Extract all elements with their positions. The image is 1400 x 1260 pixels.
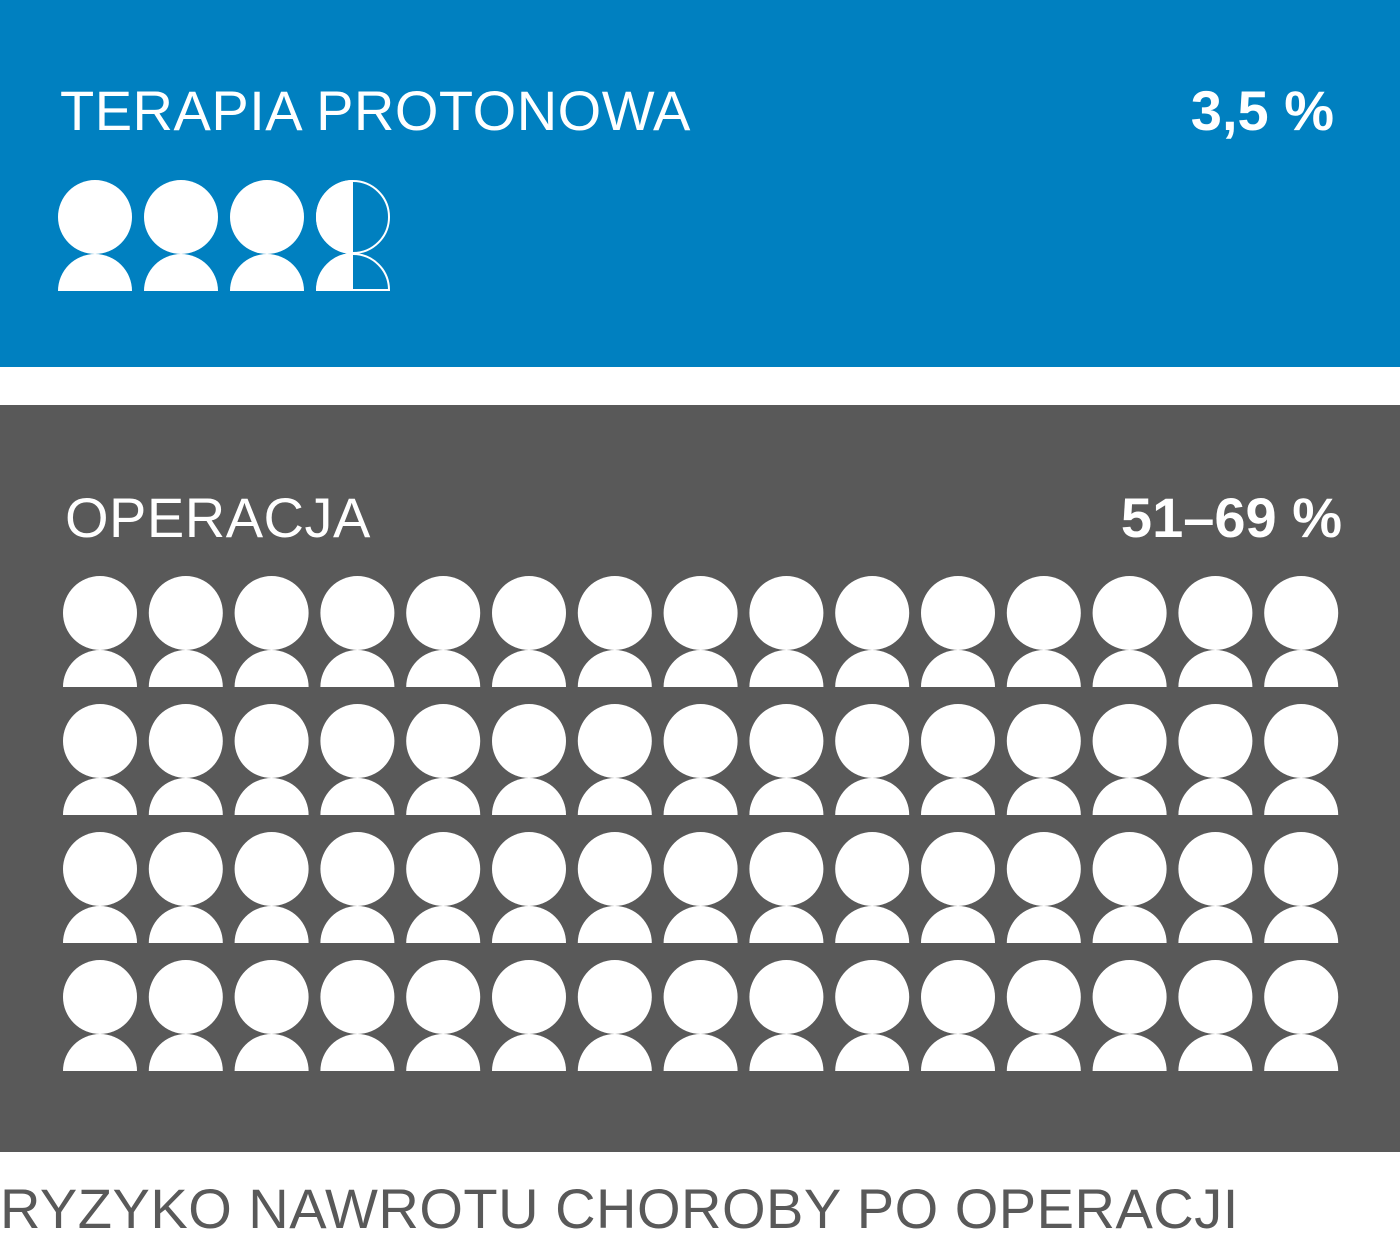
surgery-person-icon-26	[1006, 704, 1081, 815]
surgery-person-icon-52	[663, 960, 738, 1071]
surgery-person-icon-27	[1092, 704, 1167, 815]
surgery-person-icon-33	[320, 832, 395, 943]
surgery-person-icon-28	[1178, 704, 1253, 815]
surgery-person-icon-46	[148, 960, 223, 1071]
surgery-label: OPERACJA	[65, 486, 371, 549]
proton-therapy-panel: TERAPIA PROTONOWA 3,5 %	[0, 0, 1400, 367]
surgery-person-icon-3	[320, 576, 395, 687]
surgery-person-icon-7	[663, 576, 738, 687]
surgery-person-icon-25	[921, 704, 995, 815]
surgery-person-icon-11	[1006, 576, 1081, 687]
surgery-person-icon-29	[1264, 704, 1339, 815]
surgery-person-icon-32	[234, 832, 309, 943]
surgery-person-icon-23	[749, 704, 824, 815]
proton-therapy-label: TERAPIA PROTONOWA	[60, 79, 691, 142]
surgery-person-icon-17	[234, 704, 309, 815]
surgery-person-icon-15	[63, 704, 137, 815]
surgery-person-icon-31	[148, 832, 223, 943]
surgery-person-icon-48	[320, 960, 395, 1071]
surgery-person-icon-38	[749, 832, 824, 943]
surgery-person-icon-1	[148, 576, 223, 687]
surgery-person-icon-44	[1264, 832, 1339, 943]
proton-therapy-value: 3,5 %	[1190, 79, 1334, 142]
surgery-person-icon-21	[577, 704, 652, 815]
surgery-person-icon-49	[406, 960, 481, 1071]
surgery-panel: OPERACJA 51–69 %	[0, 405, 1400, 1152]
proton-person-icon-0	[58, 180, 132, 291]
surgery-person-icon-50	[492, 960, 566, 1071]
surgery-person-icon-24	[835, 704, 910, 815]
surgery-person-icon-57	[1092, 960, 1167, 1071]
surgery-person-icon-22	[663, 704, 738, 815]
surgery-person-icon-41	[1006, 832, 1081, 943]
surgery-person-icon-53	[749, 960, 824, 1071]
surgery-person-icon-56	[1006, 960, 1081, 1071]
surgery-person-icon-37	[663, 832, 738, 943]
proton-person-icon-2	[230, 180, 304, 291]
surgery-person-icon-2	[234, 576, 309, 687]
surgery-person-icon-5	[492, 576, 566, 687]
proton-person-icon-1	[144, 180, 218, 291]
proton-therapy-pictogram	[58, 180, 391, 291]
surgery-value: 51–69 %	[1120, 486, 1342, 549]
surgery-person-icon-20	[492, 704, 566, 815]
surgery-person-icon-51	[577, 960, 652, 1071]
surgery-person-icon-47	[234, 960, 309, 1071]
surgery-person-icon-55	[921, 960, 995, 1071]
surgery-person-icon-39	[835, 832, 910, 943]
surgery-person-icon-40	[921, 832, 995, 943]
surgery-person-icon-12	[1092, 576, 1167, 687]
surgery-person-icon-6	[577, 576, 652, 687]
surgery-person-icon-16	[148, 704, 223, 815]
surgery-person-icon-4	[406, 576, 481, 687]
surgery-person-icon-54	[835, 960, 910, 1071]
surgery-person-icon-8	[749, 576, 824, 687]
proton-person-icon-3	[315, 180, 391, 291]
surgery-person-icon-43	[1178, 832, 1253, 943]
surgery-person-icon-36	[577, 832, 652, 943]
surgery-person-icon-34	[406, 832, 481, 943]
surgery-person-icon-10	[921, 576, 995, 687]
surgery-person-icon-18	[320, 704, 395, 815]
surgery-person-icon-19	[406, 704, 481, 815]
surgery-person-icon-58	[1178, 960, 1253, 1071]
surgery-person-icon-0	[63, 576, 137, 687]
surgery-person-icon-14	[1264, 576, 1339, 687]
surgery-person-icon-42	[1092, 832, 1167, 943]
surgery-pictogram	[63, 576, 1339, 1071]
chart-caption: RYZYKO NAWROTU CHOROBY PO OPERACJI	[0, 1177, 1239, 1240]
surgery-person-icon-45	[63, 960, 137, 1071]
surgery-person-icon-9	[835, 576, 910, 687]
surgery-person-icon-30	[63, 832, 137, 943]
surgery-person-icon-59	[1264, 960, 1339, 1071]
surgery-person-icon-35	[492, 832, 566, 943]
surgery-person-icon-13	[1178, 576, 1253, 687]
